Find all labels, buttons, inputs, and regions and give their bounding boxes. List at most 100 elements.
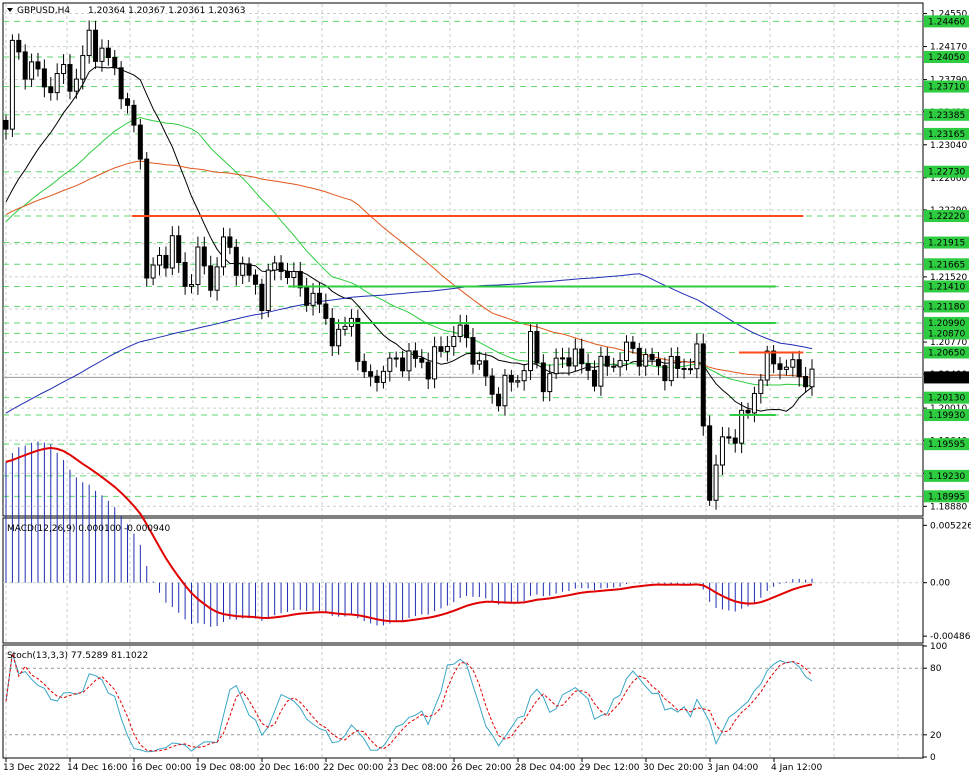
candle-body bbox=[361, 360, 367, 373]
candle-body bbox=[195, 246, 201, 286]
candle-body bbox=[252, 274, 258, 285]
candle-body bbox=[796, 359, 802, 377]
macd-tick-label: -0.004868 bbox=[930, 632, 971, 642]
candle-body bbox=[739, 409, 745, 444]
stoch-tick-label: 80 bbox=[930, 664, 942, 674]
candle-body bbox=[368, 371, 374, 377]
level-tag-label: 1.22730 bbox=[928, 168, 965, 178]
macd-layer bbox=[5, 441, 813, 627]
level-tag-label: 1.19230 bbox=[928, 472, 965, 482]
candle-body bbox=[29, 61, 35, 80]
stoch-tick-label: 100 bbox=[930, 642, 947, 652]
candle-body bbox=[61, 64, 67, 75]
level-tag-box bbox=[924, 409, 969, 422]
candle-body bbox=[675, 355, 681, 369]
candle-body bbox=[380, 370, 386, 383]
time-axis-label: 30 Dec 20:00 bbox=[643, 763, 704, 773]
candle-body bbox=[41, 68, 47, 88]
candle-body bbox=[169, 235, 175, 269]
candle-body bbox=[54, 73, 60, 94]
candle-body bbox=[131, 104, 137, 126]
candle-body bbox=[662, 365, 668, 382]
dropdown-triangle-icon[interactable] bbox=[7, 8, 13, 12]
level-tag-label: 1.21410 bbox=[928, 282, 965, 292]
candle-body bbox=[803, 375, 809, 388]
candle-body bbox=[35, 61, 41, 70]
candle-body bbox=[336, 328, 342, 347]
price-tick-label: 1.22660 bbox=[930, 174, 967, 184]
level-tag-box bbox=[924, 51, 969, 64]
stoch-tick-label: 0 bbox=[930, 753, 936, 763]
level-tag-label: 1.23385 bbox=[928, 111, 965, 121]
level-tag-box bbox=[924, 280, 969, 293]
candle-body bbox=[246, 263, 252, 276]
candle-body bbox=[592, 369, 598, 387]
candle-body bbox=[342, 325, 348, 330]
candle-body bbox=[201, 246, 207, 267]
candle-body bbox=[585, 363, 591, 371]
candle-body bbox=[572, 348, 578, 367]
level-tag-label: 1.23165 bbox=[928, 130, 965, 140]
candle-body bbox=[323, 303, 329, 319]
price-tick-label: 1.23040 bbox=[930, 141, 967, 151]
candle-body bbox=[112, 57, 118, 69]
candle-body bbox=[655, 358, 661, 367]
candle-body bbox=[464, 324, 470, 339]
candle-body bbox=[125, 98, 131, 106]
level-tag-box bbox=[924, 438, 969, 451]
candle-body bbox=[259, 283, 265, 311]
candle-body bbox=[22, 51, 28, 80]
candle-body bbox=[118, 67, 124, 100]
level-tag-label: 1.19595 bbox=[928, 440, 965, 450]
level-tag-label: 1.22220 bbox=[928, 212, 965, 222]
candle-body bbox=[355, 317, 361, 362]
candle-body bbox=[566, 357, 572, 367]
level-tag-box bbox=[924, 165, 969, 178]
candle-body bbox=[687, 368, 693, 371]
candle-body bbox=[732, 437, 738, 444]
candle-body bbox=[451, 335, 457, 347]
candle-body bbox=[483, 360, 489, 377]
level-tag-label: 1.24050 bbox=[928, 53, 965, 63]
current-price-label: 1.20363 bbox=[928, 373, 965, 383]
candle-body bbox=[528, 331, 534, 372]
candle-body bbox=[220, 236, 226, 268]
candle-body bbox=[3, 119, 9, 130]
candle-body bbox=[700, 343, 706, 427]
candle-body bbox=[297, 271, 303, 289]
candle-body bbox=[508, 374, 514, 383]
candle-body bbox=[438, 346, 444, 352]
time-axis-label: 28 Dec 04:00 bbox=[515, 763, 576, 773]
level-tag-label: 1.20870 bbox=[928, 329, 965, 339]
price-tick-label: 1.20770 bbox=[930, 338, 967, 348]
candle-body bbox=[400, 357, 406, 372]
price-tick-label: 1.24550 bbox=[930, 10, 967, 20]
stoch-main-line bbox=[5, 653, 813, 753]
candle-body bbox=[777, 363, 783, 370]
candle-body bbox=[547, 373, 553, 393]
candle-body bbox=[745, 409, 751, 414]
level-tag-box bbox=[924, 108, 969, 121]
candle-body bbox=[73, 78, 79, 92]
time-axis-label: 22 Dec 00:00 bbox=[323, 763, 384, 773]
macd-signal-line bbox=[5, 446, 813, 623]
candle-body bbox=[16, 39, 22, 53]
level-tag-label: 1.18995 bbox=[928, 492, 965, 502]
candle-body bbox=[214, 266, 220, 291]
candle-body bbox=[189, 284, 195, 287]
level-tag-label: 1.19930 bbox=[928, 411, 965, 421]
candle-body bbox=[604, 355, 610, 367]
candle-body bbox=[48, 86, 54, 94]
candle-body bbox=[444, 345, 450, 352]
candle-body bbox=[668, 355, 674, 382]
candle-body bbox=[233, 246, 239, 276]
candle-body bbox=[144, 158, 150, 279]
candle-body bbox=[393, 357, 399, 360]
level-tag-label: 1.24460 bbox=[928, 17, 965, 27]
candle-body bbox=[521, 370, 527, 382]
candle-body bbox=[707, 425, 713, 501]
level-tag-box bbox=[924, 469, 969, 482]
candle-body bbox=[758, 379, 764, 394]
candle-body bbox=[272, 262, 278, 271]
